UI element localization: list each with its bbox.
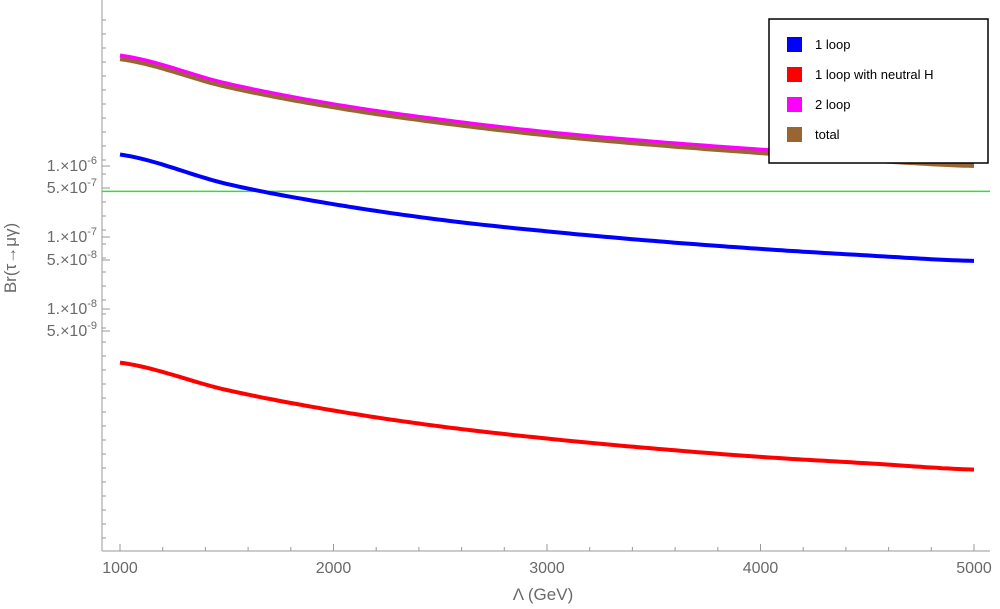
legend-box: [768, 18, 989, 164]
legend-swatch-2-loop: [787, 97, 802, 112]
y-axis-title: Br(τ→μγ): [1, 223, 20, 293]
series-line-1-loop: [119, 152, 975, 263]
x-ticks: 1000 2000 3000 4000 5000: [102, 544, 992, 577]
y-ticks: 1.×10-65.×10-7 1.×10-7 5.×10-8 1.×10-85.×10…: [47, 19, 110, 539]
y-tick-label: 1.×10-8: [47, 298, 97, 318]
y-tick-label: 5.×10-7: [47, 177, 97, 197]
series-line-1-loop-with-neutral-h: [119, 360, 975, 472]
x-tick-label: 4000: [743, 560, 779, 577]
y-tick-label: 1.×10-6: [47, 155, 97, 175]
y-tick-label: 5.×10-8: [47, 249, 97, 269]
legend-label-1-loop-with-neutral-h: 1 loop with neutral H: [815, 67, 934, 82]
legend: 1 loop 1 loop with neutral H 2 loop total: [768, 18, 989, 164]
legend-swatch-1-loop: [787, 37, 802, 52]
legend-label-2-loop: 2 loop: [815, 97, 850, 112]
y-tick-label: 5.×10-9: [47, 320, 97, 340]
legend-label-1-loop: 1 loop: [815, 37, 850, 52]
x-minor-ticks: [162, 547, 932, 551]
x-tick-label: 3000: [529, 560, 565, 577]
legend-swatch-total: [787, 127, 802, 142]
legend-swatch-1-loop-with-neutral-h: [787, 67, 802, 82]
x-axis-title: Λ (GeV): [513, 585, 573, 604]
legend-label-total: total: [815, 127, 840, 142]
y-tick-label: 1.×10-7: [47, 226, 97, 246]
x-tick-label: 5000: [956, 560, 992, 577]
x-tick-label: 1000: [102, 560, 138, 577]
x-tick-label: 2000: [316, 560, 352, 577]
